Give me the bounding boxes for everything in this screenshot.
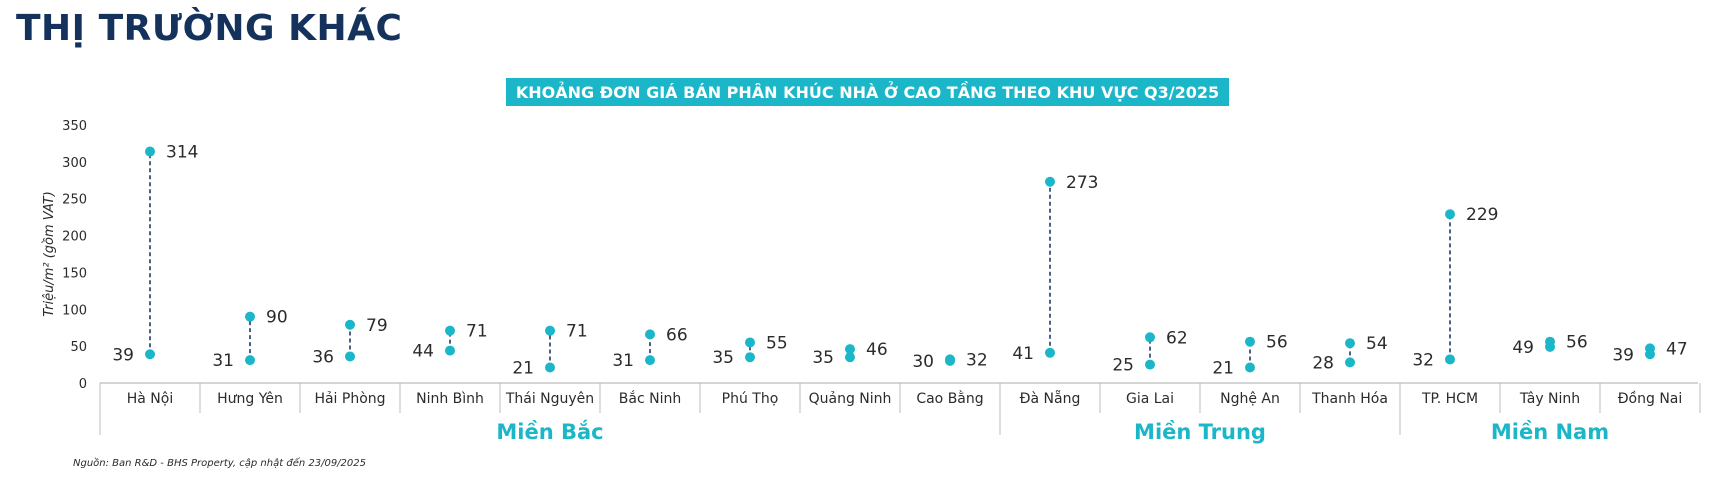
max-marker <box>845 344 855 355</box>
max-marker <box>545 325 555 336</box>
max-value-label: 314 <box>166 143 198 163</box>
min-marker <box>445 345 455 356</box>
chart-title: KHOẢNG ĐƠN GIÁ BÁN PHÂN KHÚC NHÀ Ở CAO T… <box>506 78 1229 106</box>
category-label: Thái Nguyên <box>505 391 594 407</box>
source-note: Nguồn: Ban R&D - BHS Property, cập nhật … <box>73 458 366 469</box>
category-label: Hà Nội <box>127 391 173 407</box>
max-marker <box>1245 336 1255 347</box>
category-label: Phú Thọ <box>722 391 779 407</box>
max-marker <box>345 319 355 330</box>
page-title: THỊ TRƯỜNG KHÁC <box>16 8 403 49</box>
max-value-label: 32 <box>966 350 988 370</box>
min-value-label: 21 <box>1212 359 1234 379</box>
min-value-label: 49 <box>1512 338 1534 358</box>
category-label: Đồng Nai <box>1618 390 1683 407</box>
y-tick-label: 300 <box>62 156 87 171</box>
max-marker <box>945 354 955 365</box>
category-label: Hưng Yên <box>217 391 283 407</box>
min-marker <box>345 351 355 362</box>
max-value-label: 47 <box>1666 339 1688 359</box>
min-marker <box>1045 347 1055 358</box>
y-axis-title: Triệu/m² (gồm VAT) <box>42 191 57 317</box>
min-marker <box>1445 354 1455 365</box>
max-marker <box>1645 343 1655 354</box>
min-marker <box>645 355 655 366</box>
group-label: Miền Bắc <box>496 419 603 444</box>
max-value-label: 71 <box>466 322 488 342</box>
max-marker <box>1545 336 1555 347</box>
min-value-label: 44 <box>412 342 434 362</box>
max-marker <box>145 146 155 157</box>
category-label: Cao Bằng <box>916 390 983 407</box>
min-marker <box>1245 362 1255 373</box>
max-value-label: 56 <box>1566 333 1588 353</box>
max-value-label: 273 <box>1066 173 1098 193</box>
category-label: Hải Phòng <box>314 391 385 407</box>
category-label: Thanh Hóa <box>1311 391 1388 407</box>
group-label: Miền Trung <box>1134 420 1266 444</box>
max-value-label: 46 <box>866 340 888 360</box>
max-marker <box>445 325 455 336</box>
category-label: Gia Lai <box>1126 391 1174 407</box>
max-marker <box>1445 209 1455 220</box>
y-tick-label: 250 <box>62 193 87 208</box>
y-tick-label: 150 <box>62 266 87 281</box>
min-value-label: 39 <box>112 345 134 365</box>
max-marker <box>245 311 255 322</box>
max-value-label: 79 <box>366 316 388 336</box>
max-value-label: 229 <box>1466 205 1498 225</box>
category-label: Nghệ An <box>1220 391 1280 407</box>
min-value-label: 36 <box>312 347 334 367</box>
max-value-label: 62 <box>1166 328 1188 348</box>
min-value-label: 30 <box>912 352 934 372</box>
max-marker <box>1345 338 1355 349</box>
min-value-label: 39 <box>1612 345 1634 365</box>
min-value-label: 35 <box>812 348 834 368</box>
min-marker <box>1345 357 1355 368</box>
category-label: Bắc Ninh <box>619 390 681 407</box>
min-value-label: 28 <box>1312 353 1334 373</box>
y-tick-label: 350 <box>62 119 87 134</box>
max-value-label: 71 <box>566 322 588 342</box>
min-value-label: 21 <box>512 359 534 379</box>
min-value-label: 35 <box>712 348 734 368</box>
category-label: Tây Ninh <box>1519 391 1580 407</box>
max-value-label: 56 <box>1266 333 1288 353</box>
min-marker <box>545 362 555 373</box>
min-value-label: 32 <box>1412 350 1434 370</box>
category-label: Quảng Ninh <box>809 391 892 407</box>
min-value-label: 31 <box>212 351 234 371</box>
max-marker <box>645 329 655 340</box>
max-marker <box>745 337 755 348</box>
y-tick-label: 100 <box>62 303 87 318</box>
min-value-label: 41 <box>1012 344 1034 364</box>
group-label: Miền Nam <box>1491 420 1609 444</box>
min-marker <box>145 349 155 360</box>
min-value-label: 25 <box>1112 356 1134 376</box>
y-tick-label: 50 <box>70 340 87 355</box>
max-value-label: 90 <box>266 308 288 328</box>
category-label: TP. HCM <box>1421 391 1478 407</box>
min-marker <box>245 355 255 366</box>
category-label: Đà Nẵng <box>1020 390 1081 407</box>
min-value-label: 31 <box>612 351 634 371</box>
min-marker <box>1145 359 1155 370</box>
max-value-label: 54 <box>1366 334 1388 354</box>
max-value-label: 66 <box>666 325 688 345</box>
category-label: Ninh Bình <box>416 391 484 407</box>
min-marker <box>745 352 755 363</box>
max-value-label: 55 <box>766 333 788 353</box>
max-marker <box>1045 176 1055 187</box>
y-tick-label: 0 <box>79 377 87 392</box>
max-marker <box>1145 332 1155 343</box>
y-tick-label: 200 <box>62 230 87 245</box>
min-marker <box>845 352 855 363</box>
